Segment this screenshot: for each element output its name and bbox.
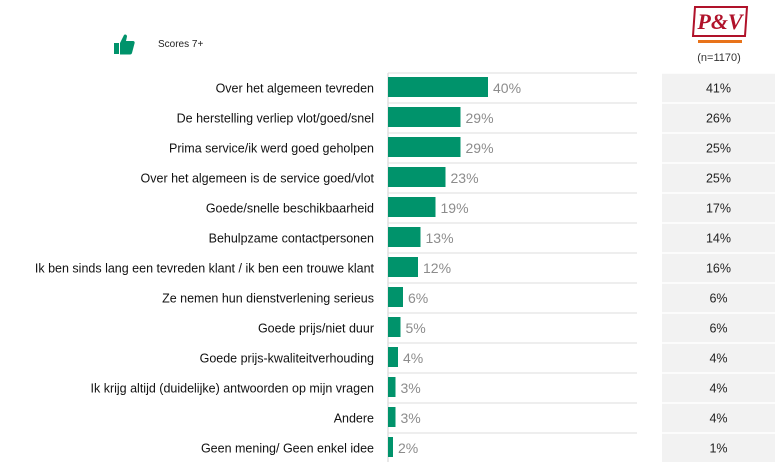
bar [388,197,436,217]
category-label: Prima service/ik werd goed geholpen [169,142,374,156]
bar [388,77,488,97]
bar-value-label: 3% [401,380,421,396]
bar-value-label: 23% [451,170,479,186]
sample-size: (n=1170) [697,52,741,64]
bar-value-label: 3% [401,410,421,426]
comparison-value: 6% [709,292,727,306]
bar [388,107,461,127]
comparison-value: 6% [709,322,727,336]
category-label: Andere [334,412,374,426]
legend-label: Scores 7+ [158,38,204,50]
category-label: Goede/snelle beschikbaarheid [206,202,374,216]
bar [388,227,421,247]
comparison-value: 25% [706,142,731,156]
legend: Scores 7+ [112,31,203,57]
bar [388,257,418,277]
comparison-value: 4% [709,412,727,426]
category-label: Over het algemeen tevreden [216,82,374,96]
bar-value-label: 19% [441,200,469,216]
comparison-value: 25% [706,172,731,186]
bar [388,167,446,187]
bar-value-label: 12% [423,260,451,276]
category-label: Behulpzame contactpersonen [209,232,374,246]
bar [388,437,393,457]
bar [388,377,396,397]
comparison-value: 4% [709,382,727,396]
bar-value-label: 5% [406,320,426,336]
pv-logo: P&V [691,6,749,43]
comparison-column-bg [662,73,775,462]
category-label: Ik ben sinds lang een tevreden klant / i… [35,262,375,276]
bar [388,287,403,307]
category-label: Ik krijg altijd (duidelijke) antwoorden … [91,382,375,396]
bar-value-label: 6% [408,290,428,306]
bar [388,407,396,427]
comparison-value: 4% [709,352,727,366]
bar-value-label: 4% [403,350,423,366]
bar [388,347,398,367]
bar-value-label: 2% [398,440,418,456]
thumbs-up-icon [114,34,135,55]
bar [388,137,461,157]
category-label: Goede prijs-kwaliteitverhouding [200,352,374,366]
comparison-value: 1% [709,442,727,456]
svg-text:P&V: P&V [696,9,745,34]
comparison-value: 17% [706,202,731,216]
category-label: Goede prijs/niet duur [258,322,374,336]
comparison-value: 14% [706,232,731,246]
comparison-value: 16% [706,262,731,276]
bar [388,317,401,337]
bar-value-label: 29% [466,140,494,156]
bar-value-label: 29% [466,110,494,126]
category-label: Over het algemeen is de service goed/vlo… [141,172,375,186]
category-label: De herstelling verliep vlot/goed/snel [177,112,374,126]
comparison-value: 26% [706,112,731,126]
bar-value-label: 13% [426,230,454,246]
comparison-value: 41% [706,82,731,96]
bar-value-label: 40% [493,80,521,96]
category-label: Ze nemen hun dienstverlening serieus [162,292,374,306]
category-label: Geen mening/ Geen enkel idee [201,442,374,456]
